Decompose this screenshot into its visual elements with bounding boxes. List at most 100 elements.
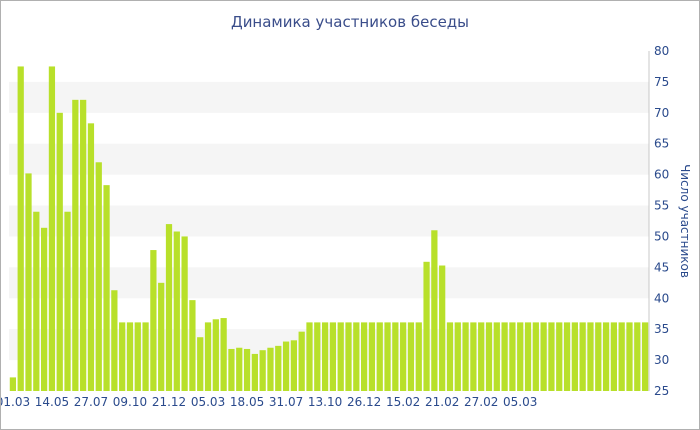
bar <box>563 322 571 391</box>
bar <box>220 318 227 391</box>
bar <box>72 99 79 391</box>
bar <box>556 322 563 391</box>
bar <box>431 230 438 391</box>
bar <box>462 322 469 391</box>
y-tick-label: 70 <box>654 106 669 120</box>
bar <box>41 227 48 391</box>
bar <box>56 112 63 392</box>
y-tick-label: 30 <box>654 353 669 367</box>
x-tick-label: 05.03 <box>191 395 225 409</box>
x-tick-label: 26.12 <box>347 395 381 409</box>
bar <box>587 322 594 391</box>
bar <box>376 322 383 391</box>
x-tick-label: 05.03 <box>503 395 537 409</box>
y-axis-title: Число участников <box>678 164 692 278</box>
bar <box>236 347 243 391</box>
bar <box>415 322 422 391</box>
bar <box>345 322 352 391</box>
bar <box>282 341 290 391</box>
x-tick-label: 27.02 <box>464 395 498 409</box>
bar <box>251 353 258 391</box>
bar <box>314 322 321 391</box>
bar <box>17 66 24 392</box>
bar <box>142 322 149 391</box>
y-tick-label: 75 <box>654 75 669 89</box>
bar <box>259 350 266 391</box>
bar <box>267 347 274 391</box>
bar <box>87 123 95 391</box>
bar <box>33 211 40 391</box>
bar <box>602 322 610 391</box>
bar <box>173 231 180 391</box>
bar <box>306 322 313 391</box>
bar <box>407 322 415 391</box>
bar <box>493 322 500 391</box>
plot-band <box>9 143 649 175</box>
y-tick-label: 65 <box>654 137 669 151</box>
x-tick-label: 13.10 <box>308 395 342 409</box>
bar <box>298 331 305 391</box>
y-tick-label: 60 <box>654 168 669 182</box>
bar <box>243 348 251 391</box>
bar <box>368 322 376 391</box>
bar <box>134 322 141 391</box>
bar <box>103 185 110 391</box>
bar <box>392 322 399 391</box>
bar <box>579 322 586 391</box>
bar <box>197 337 204 391</box>
bar <box>509 322 516 391</box>
bar <box>111 290 118 391</box>
bar <box>540 322 547 391</box>
x-tick-label: 09.10 <box>113 395 147 409</box>
bar <box>626 322 633 391</box>
bar <box>517 322 524 391</box>
x-tick-label: 21.12 <box>152 395 186 409</box>
bar <box>446 322 454 391</box>
bar <box>150 250 157 391</box>
x-tick-label: 01.03 <box>1 395 30 409</box>
bar <box>290 340 297 391</box>
bar <box>423 261 430 391</box>
bar <box>454 322 461 391</box>
bar <box>119 322 126 391</box>
bar <box>501 322 508 391</box>
bar <box>400 322 407 391</box>
y-tick-label: 55 <box>654 199 669 213</box>
bar <box>595 322 602 391</box>
bar <box>9 377 17 391</box>
bar <box>634 322 641 391</box>
x-tick-label: 27.07 <box>74 395 108 409</box>
bar <box>228 348 235 391</box>
bar <box>610 322 617 391</box>
bar <box>478 322 485 391</box>
bar <box>470 322 477 391</box>
x-tick-label: 31.07 <box>269 395 303 409</box>
bar <box>439 265 446 391</box>
bar <box>212 319 219 391</box>
bar <box>329 322 337 391</box>
bar <box>80 99 87 391</box>
bar <box>48 66 56 392</box>
y-tick-label: 50 <box>654 229 669 243</box>
bar <box>321 322 329 391</box>
bar <box>95 162 102 391</box>
x-tick-label: 14.05 <box>35 395 69 409</box>
y-tick-label: 25 <box>654 384 669 398</box>
bar <box>64 211 71 391</box>
x-tick-label: 18.05 <box>230 395 264 409</box>
bar <box>618 322 625 391</box>
plot-band <box>9 205 649 237</box>
bar <box>181 236 188 391</box>
bar <box>361 322 368 391</box>
bar <box>641 322 649 391</box>
y-tick-label: 40 <box>654 291 669 305</box>
bar <box>126 322 134 391</box>
bar <box>337 322 344 391</box>
bar <box>384 322 391 391</box>
bar <box>25 173 32 391</box>
x-tick-label: 15.02 <box>386 395 420 409</box>
chart-title: Динамика участников беседы <box>230 13 470 31</box>
y-tick-label: 45 <box>654 260 669 274</box>
y-tick-label: 35 <box>654 322 669 336</box>
